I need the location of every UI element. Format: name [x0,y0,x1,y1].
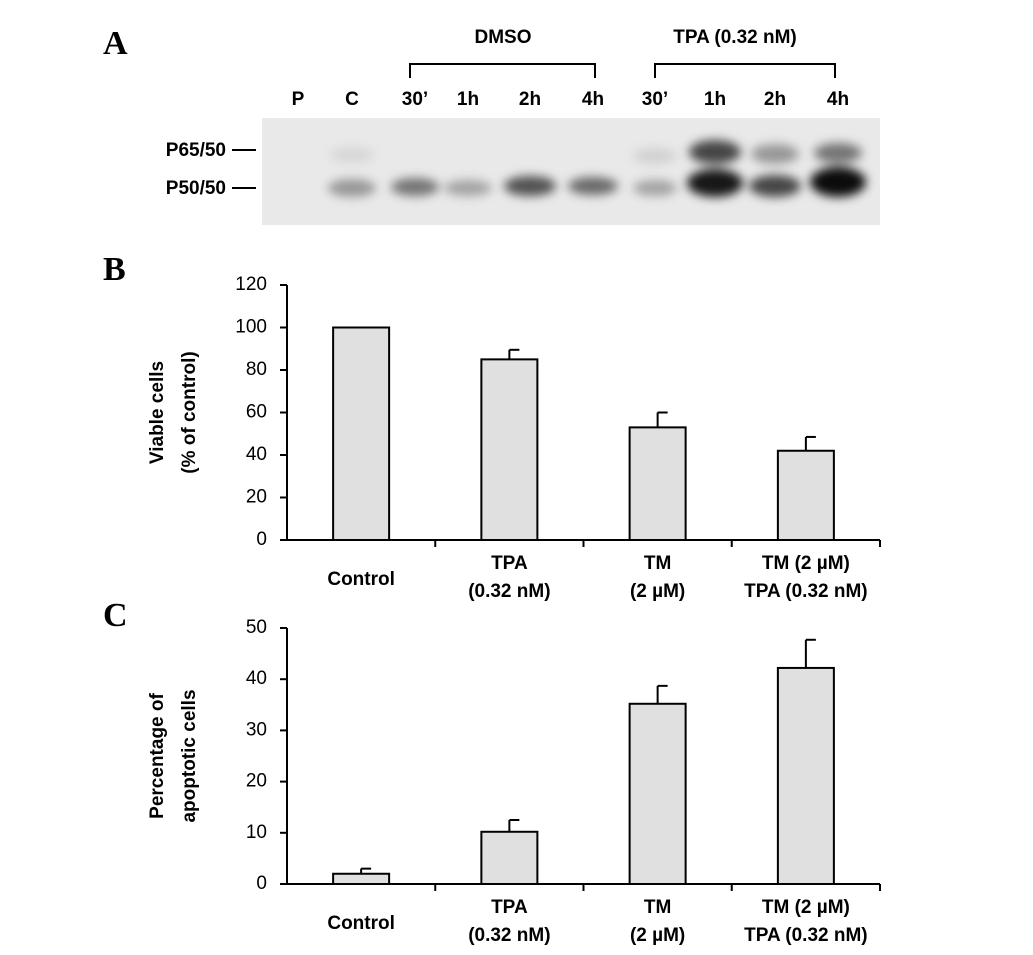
lane-label: 1h [704,89,726,110]
bar [776,666,835,885]
x-tick-label: TPA [491,553,528,574]
lane-label: P [292,89,305,110]
x-tick-label: TPA (0.32 nM) [744,581,868,602]
x-tick-label: Control [327,569,395,590]
x-tick-label: (2 µM) [630,925,685,946]
y-tick-label: 40 [246,668,267,689]
error-bar [656,411,668,428]
panel-label: C [103,597,128,634]
gel-bands [328,140,866,197]
y-tick-label: 60 [246,402,267,423]
y-axis-label: (% of control) [179,351,200,473]
error-bar [804,435,816,451]
y-tick-label: 80 [246,359,267,380]
x-tick-label: TPA [491,897,528,918]
y-axis-label: Viable cells [147,361,168,464]
x-tick-label: TM (2 µM) [762,553,850,574]
y-tick-label: 0 [256,873,267,894]
x-tick-label: TM (2 µM) [762,897,850,918]
lane-label: 1h [457,89,479,110]
lane-label: 2h [519,89,541,110]
y-tick-label: 100 [235,317,267,338]
band-label: P50/50 [166,178,226,199]
error-bar [656,684,668,704]
lane-label: 2h [764,89,786,110]
y-tick-label: 20 [246,487,267,508]
y-axis-label: Percentage of [147,693,168,819]
x-tick-label: (0.32 nM) [468,581,550,602]
panel-label: A [103,25,128,62]
lane-label: 30’ [402,89,428,110]
x-tick-label: (0.32 nM) [468,925,550,946]
lane-label: 4h [827,89,849,110]
bar [480,830,539,885]
error-bar [360,867,372,874]
lane-label: 30’ [642,89,668,110]
lane-label: 4h [582,89,604,110]
x-tick-label: TM [644,897,671,918]
lane-label: C [345,89,359,110]
bar [628,702,687,885]
bar [332,872,391,886]
gel-background [262,118,880,225]
error-bar [804,638,816,668]
x-tick-label: TM [644,553,671,574]
bar [776,449,835,541]
x-tick-label: (2 µM) [630,581,685,602]
bar [332,326,391,541]
error-bar [508,819,520,832]
band-label: P65/50 [166,140,226,161]
group-label: TPA (0.32 nM) [673,27,797,48]
x-tick-label: Control [327,913,395,934]
y-tick-label: 10 [246,822,267,843]
group-bracket [409,63,836,78]
y-tick-label: 20 [246,771,267,792]
x-tick-label: TPA (0.32 nM) [744,925,868,946]
y-tick-label: 50 [246,617,267,638]
panel-label: B [103,251,126,288]
y-tick-label: 30 [246,719,267,740]
y-tick-label: 120 [235,274,267,295]
bar [628,426,687,541]
y-axis-label: apoptotic cells [179,689,200,822]
y-tick-label: 0 [256,529,267,550]
error-bar [508,348,520,360]
group-label: DMSO [475,27,532,48]
gel [262,118,880,225]
bar [480,358,539,541]
y-tick-label: 40 [246,444,267,465]
